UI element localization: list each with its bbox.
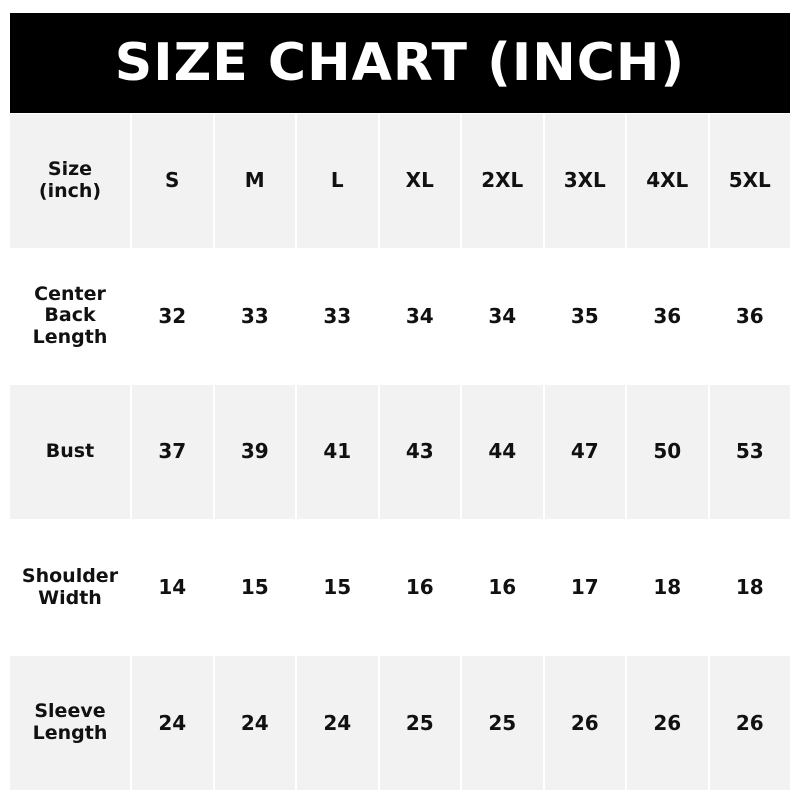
table-cell: 43 bbox=[379, 385, 460, 519]
table-cell: 47 bbox=[544, 385, 625, 519]
column-header-xl: XL bbox=[379, 114, 460, 248]
row-header: Sleeve Length bbox=[10, 656, 130, 790]
chart-title: SIZE CHART (INCH) bbox=[10, 13, 790, 113]
table-cell: 17 bbox=[544, 520, 625, 655]
table-cell: 32 bbox=[132, 249, 213, 384]
table-cell: 34 bbox=[379, 249, 460, 384]
table-cell: 36 bbox=[709, 249, 790, 384]
row-header: Center Back Length bbox=[10, 249, 130, 384]
column-header-s: S bbox=[132, 114, 213, 248]
column-header-2xl: 2XL bbox=[462, 114, 543, 248]
row-header: Bust bbox=[10, 385, 130, 519]
table-cell: 37 bbox=[132, 385, 213, 519]
table-cell: 24 bbox=[132, 656, 213, 790]
column-header-3xl: 3XL bbox=[544, 114, 625, 248]
table-cell: 36 bbox=[627, 249, 708, 384]
table-cell: 26 bbox=[709, 656, 790, 790]
table-cell: 24 bbox=[297, 656, 378, 790]
table-cell: 34 bbox=[462, 249, 543, 384]
size-table: Size (inch) S M L XL 2XL 3XL 4XL 5XL Center Back … bbox=[10, 114, 790, 790]
table-cell: 35 bbox=[544, 249, 625, 384]
table-cell: 33 bbox=[214, 249, 295, 384]
column-header-5xl: 5XL bbox=[709, 114, 790, 248]
column-header-m: M bbox=[214, 114, 295, 248]
table-cell: 14 bbox=[132, 520, 213, 655]
row-header: Shoulder Width bbox=[10, 520, 130, 655]
table-cell: 44 bbox=[462, 385, 543, 519]
table-cell: 24 bbox=[214, 656, 295, 790]
table-cell: 26 bbox=[627, 656, 708, 790]
table-cell: 18 bbox=[627, 520, 708, 655]
table-cell: 25 bbox=[379, 656, 460, 790]
table-cell: 50 bbox=[627, 385, 708, 519]
table-cell: 18 bbox=[709, 520, 790, 655]
table-cell: 25 bbox=[462, 656, 543, 790]
table-cell: 16 bbox=[379, 520, 460, 655]
table-cell: 16 bbox=[462, 520, 543, 655]
table-cell: 15 bbox=[297, 520, 378, 655]
table-cell: 15 bbox=[214, 520, 295, 655]
corner-header: Size (inch) bbox=[10, 114, 130, 248]
column-header-4xl: 4XL bbox=[627, 114, 708, 248]
table-cell: 41 bbox=[297, 385, 378, 519]
table-cell: 39 bbox=[214, 385, 295, 519]
table-cell: 26 bbox=[544, 656, 625, 790]
table-cell: 53 bbox=[709, 385, 790, 519]
column-header-l: L bbox=[297, 114, 378, 248]
table-cell: 33 bbox=[297, 249, 378, 384]
